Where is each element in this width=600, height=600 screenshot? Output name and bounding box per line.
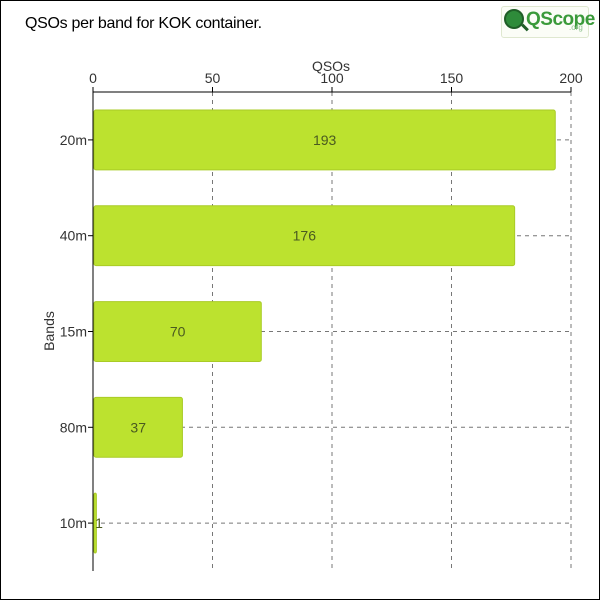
x-axis-label: QSOs	[312, 58, 350, 74]
bar-value-label: 1	[95, 515, 103, 531]
bars: 193 176 70 37 1	[93, 109, 556, 554]
y-tick-label: 15m	[60, 324, 87, 340]
logo-suffix: .org	[569, 23, 583, 32]
bar-20m	[93, 109, 556, 171]
bar-15m	[93, 301, 262, 362]
bar-value-label: 37	[130, 419, 146, 435]
y-axis-label: Bands	[41, 311, 57, 351]
bar-10m	[93, 492, 97, 554]
axes: 0 50 100 150 200 20m 40m 15m 80m 10m	[60, 70, 583, 571]
y-tick-label: 20m	[60, 132, 87, 148]
bar-value-label: 70	[170, 324, 186, 340]
bar-value-label: 176	[293, 228, 317, 244]
x-tick-label: 200	[559, 70, 583, 86]
chart-title: QSOs per band for KOK container.	[25, 15, 262, 32]
x-tick-label: 100	[320, 70, 344, 86]
x-tick-label: 150	[440, 70, 464, 86]
x-tick-label: 0	[89, 70, 97, 86]
qscope-logo[interactable]: QScope .org	[501, 6, 595, 38]
bar-80m	[93, 396, 183, 458]
y-tick-label: 80m	[60, 419, 87, 435]
x-tick-label: 50	[205, 70, 221, 86]
magnifier-globe-icon	[504, 9, 524, 29]
y-tick-label: 10m	[60, 515, 87, 531]
logo-text: QScope	[526, 9, 595, 30]
y-tick-label: 40m	[60, 228, 87, 244]
bar-40m	[93, 205, 516, 267]
bar-value-label: 193	[313, 132, 337, 148]
